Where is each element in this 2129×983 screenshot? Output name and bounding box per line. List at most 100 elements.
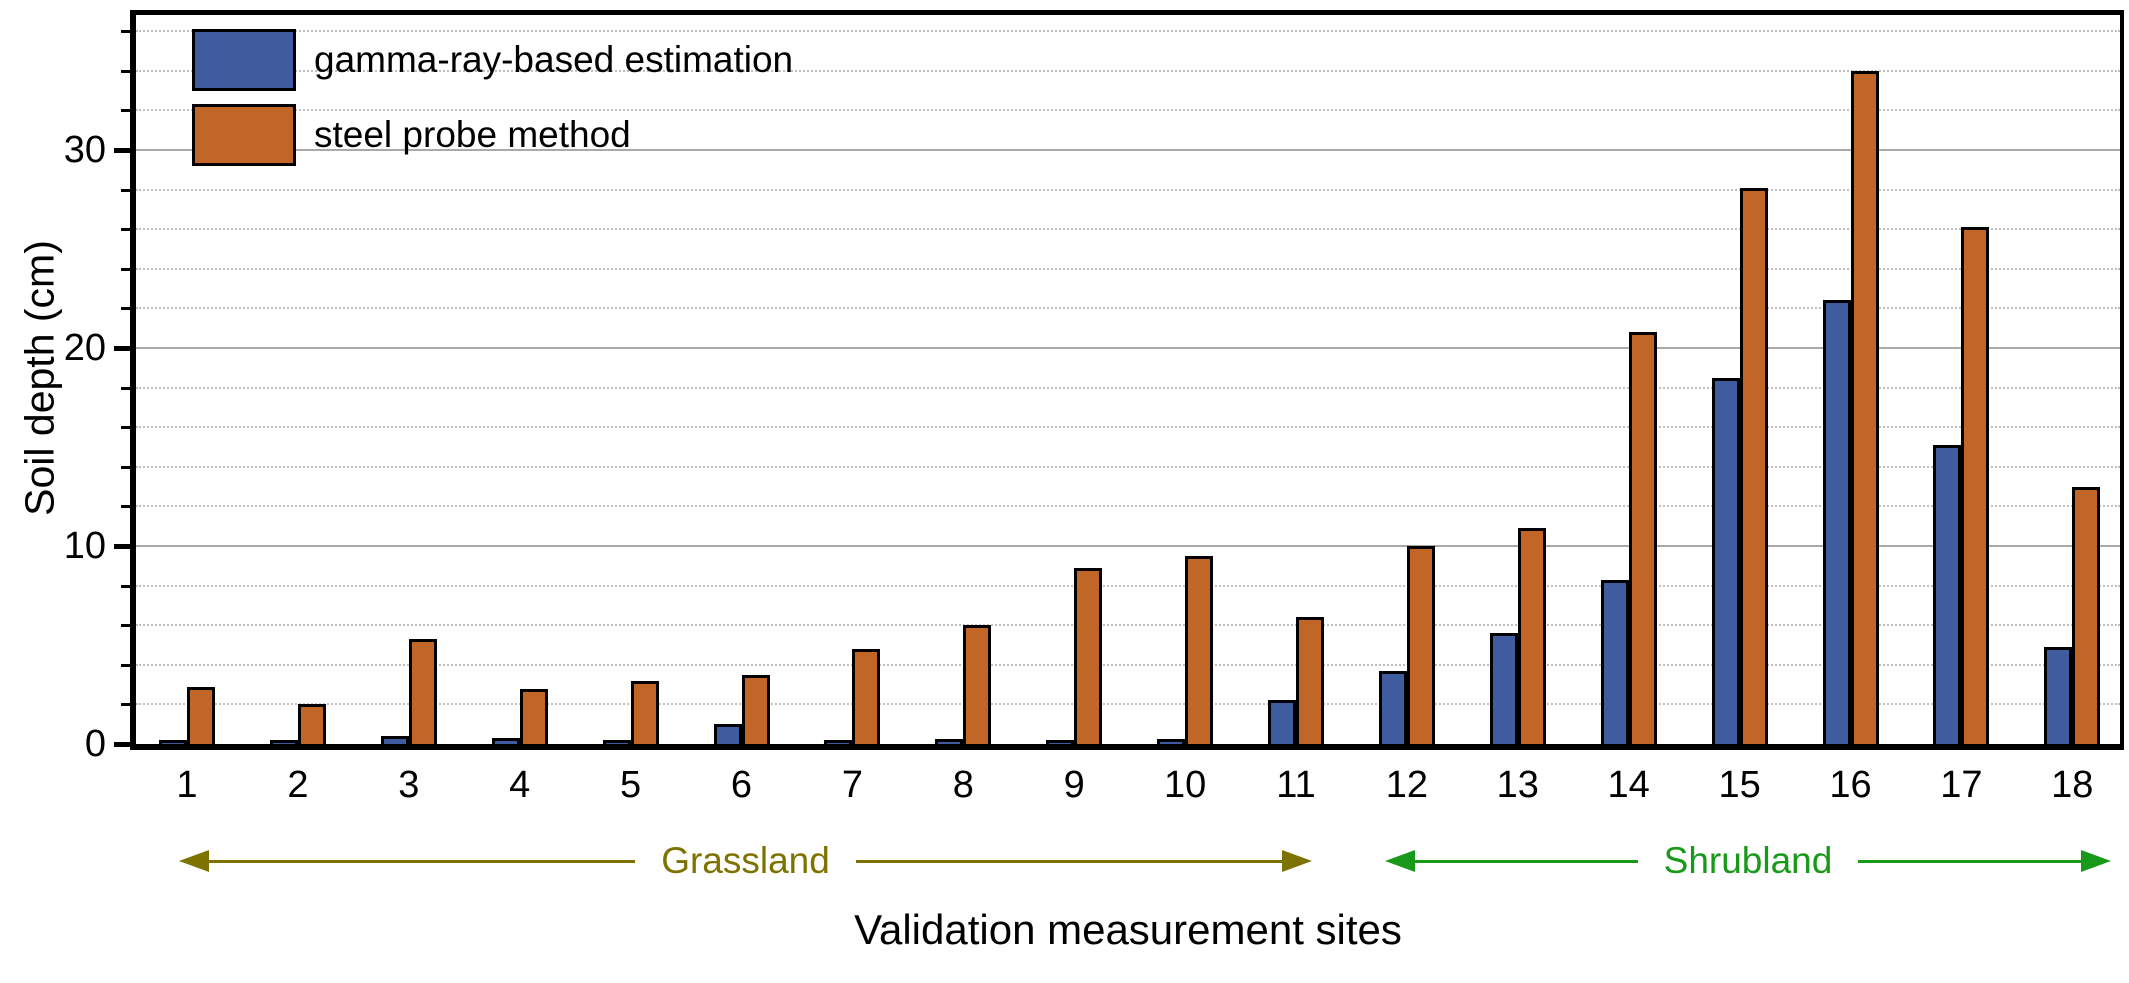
legend: gamma-ray-based estimation steel probe m…	[192, 29, 793, 166]
y-major-tick	[114, 544, 130, 549]
minor-gridline	[136, 228, 2120, 231]
bar-site17-steel	[1961, 227, 1990, 744]
minor-gridline	[136, 30, 2120, 33]
bar-site9-steel	[1074, 568, 1103, 744]
y-minor-tick	[121, 505, 130, 509]
plot-area: gamma-ray-based estimation steel probe m…	[130, 10, 2124, 750]
x-tick-label-site-13: 13	[1496, 764, 1539, 806]
major-gridline	[136, 347, 2120, 349]
x-tick-label-site-5: 5	[620, 764, 642, 806]
bar-site3-steel	[408, 639, 437, 744]
bar-site8-gamma	[935, 739, 964, 744]
bar-site2-gamma	[269, 740, 298, 744]
minor-gridline	[136, 267, 2120, 270]
bar-site15-steel	[1739, 188, 1768, 744]
y-tick-label: 0	[84, 723, 106, 765]
bar-site12-steel	[1406, 546, 1435, 744]
x-tick-label-site-4: 4	[509, 764, 531, 806]
x-tick-label-site-11: 11	[1276, 764, 1316, 806]
y-minor-tick	[121, 69, 130, 73]
y-minor-tick	[121, 465, 130, 469]
bar-site1-steel	[187, 687, 215, 744]
legend-swatch-blue	[192, 29, 296, 91]
bar-site2-steel	[297, 704, 326, 744]
y-tick-label: 20	[63, 327, 106, 369]
y-major-tick	[114, 148, 130, 153]
minor-gridline	[136, 624, 2120, 627]
minor-gridline	[136, 465, 2120, 468]
range-label: Grassland	[661, 840, 830, 881]
legend-item-gamma: gamma-ray-based estimation	[192, 29, 793, 91]
bar-site5-gamma	[602, 740, 631, 744]
shrubland-range-annotation: Shrubland	[1385, 839, 2111, 883]
x-tick-label-site-12: 12	[1385, 764, 1429, 806]
legend-label: steel probe method	[314, 114, 631, 155]
minor-gridline	[136, 505, 2120, 508]
range-label: Shrubland	[1663, 840, 1833, 881]
x-tick-label-site-14: 14	[1607, 764, 1650, 806]
x-tick-label-site-17: 17	[1940, 764, 1983, 806]
bar-site4-steel	[519, 689, 548, 744]
minor-gridline	[136, 109, 2120, 112]
bar-site3-gamma	[380, 736, 409, 744]
bar-site11-gamma	[1268, 700, 1296, 744]
bar-site9-gamma	[1046, 740, 1075, 744]
major-gridline	[136, 545, 2120, 547]
arrow-line	[1415, 859, 1638, 863]
bar-site13-steel	[1517, 528, 1546, 744]
major-gridline	[136, 149, 2120, 151]
y-minor-tick	[121, 188, 130, 192]
minor-gridline	[136, 584, 2120, 587]
bar-site7-gamma	[824, 740, 853, 744]
x-axis-title: Validation measurement sites	[854, 906, 1402, 953]
x-tick-label-site-18: 18	[2051, 764, 2094, 806]
arrow-right-icon	[2081, 850, 2111, 872]
arrow-left-icon	[1385, 850, 1415, 872]
bar-site6-gamma	[713, 724, 742, 744]
y-tick-label: 30	[63, 129, 106, 171]
minor-gridline	[136, 307, 2120, 310]
minor-gridline	[136, 188, 2120, 191]
y-minor-tick	[121, 663, 130, 667]
bar-site13-gamma	[1489, 633, 1518, 744]
x-tick-label-site-6: 6	[730, 764, 753, 806]
minor-gridline	[136, 386, 2120, 389]
y-minor-tick	[121, 109, 130, 113]
bar-site10-gamma	[1157, 739, 1186, 744]
bar-site11-steel	[1296, 617, 1324, 744]
x-tick-label-site-1: 1	[176, 764, 198, 806]
arrow-line	[209, 859, 636, 863]
x-tick-label-site-8: 8	[952, 764, 974, 806]
minor-gridline	[136, 663, 2120, 666]
bar-site12-gamma	[1378, 671, 1407, 744]
bar-site16-gamma	[1822, 300, 1851, 744]
minor-gridline	[136, 69, 2120, 72]
bar-site17-gamma	[1933, 445, 1962, 744]
minor-gridline	[136, 426, 2120, 429]
y-minor-tick	[121, 703, 130, 707]
x-tick-label-site-7: 7	[841, 764, 863, 806]
x-tick-label-site-3: 3	[398, 764, 420, 806]
minor-gridline	[136, 703, 2120, 706]
arrow-line	[1858, 859, 2081, 863]
x-tick-label-site-15: 15	[1718, 764, 1761, 806]
arrow-right-icon	[1282, 850, 1313, 872]
y-tick-label: 10	[63, 525, 106, 567]
x-tick-label-site-2: 2	[287, 764, 309, 806]
legend-label: gamma-ray-based estimation	[314, 39, 794, 80]
bar-site10-steel	[1185, 556, 1214, 744]
bar-site5-steel	[630, 681, 659, 744]
bar-site4-gamma	[491, 738, 520, 744]
bar-site6-steel	[741, 675, 770, 744]
legend-swatch-orange	[192, 104, 296, 166]
x-tick-label-site-16: 16	[1829, 764, 1872, 806]
bar-site7-steel	[852, 649, 881, 744]
legend-item-steel: steel probe method	[192, 104, 793, 166]
bar-site18-gamma	[2044, 647, 2073, 744]
bar-site14-steel	[1628, 332, 1657, 744]
bar-site8-steel	[963, 625, 992, 744]
y-minor-tick	[121, 624, 130, 628]
y-minor-tick	[121, 386, 130, 390]
arrow-left-icon	[179, 850, 209, 872]
